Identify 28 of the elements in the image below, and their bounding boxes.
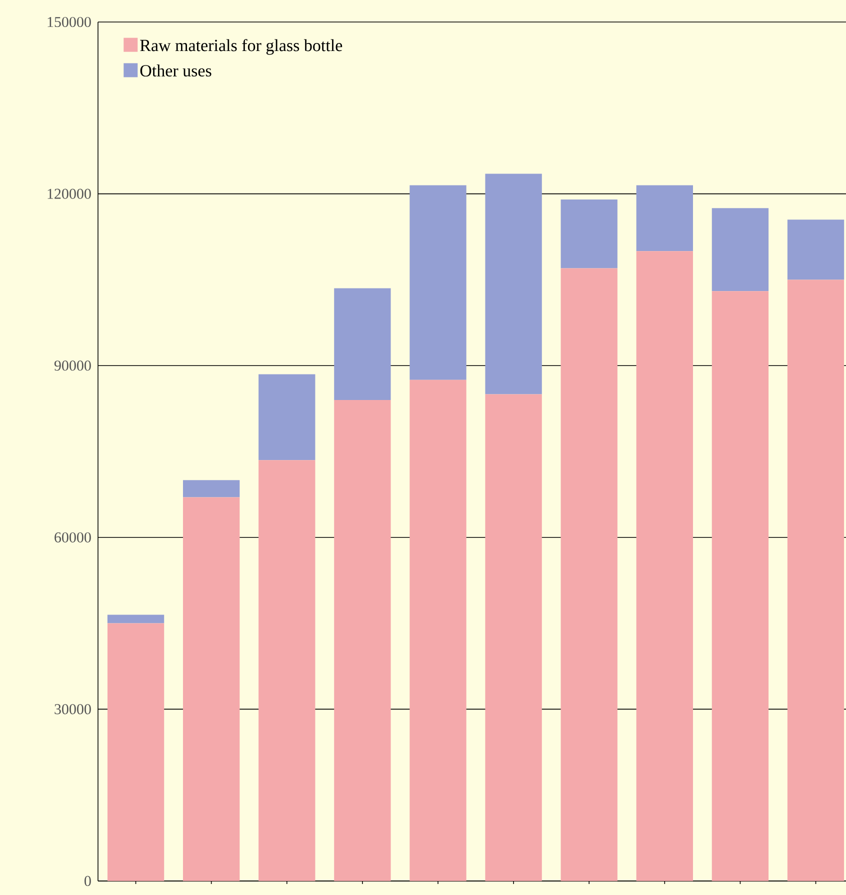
- y-tick-label: 30000: [54, 704, 91, 714]
- bar: [636, 185, 693, 252]
- bar: [107, 614, 164, 624]
- y-tick-label: 0: [84, 876, 91, 886]
- bar: [182, 480, 240, 498]
- bar: [410, 380, 466, 881]
- y-tick-label: 90000: [54, 360, 91, 371]
- bar: [258, 374, 316, 460]
- bar: [107, 623, 164, 881]
- y-tick-label: 60000: [54, 532, 91, 542]
- bar: [560, 268, 618, 881]
- legend-label: Other uses: [140, 64, 212, 77]
- bar: [334, 400, 391, 881]
- y-tick-label: 120000: [48, 188, 91, 199]
- legend-label: Raw materials for glass bottle: [140, 39, 342, 55]
- bar: [410, 185, 466, 380]
- bar: [712, 208, 769, 292]
- bar: [636, 251, 693, 881]
- bar: [560, 200, 618, 268]
- bar: [182, 497, 240, 881]
- bar: [334, 288, 391, 400]
- y-tick-label: 150000: [48, 16, 91, 28]
- bar: [787, 280, 844, 881]
- bar: [258, 460, 316, 881]
- bar: [485, 174, 542, 394]
- bar: [485, 394, 542, 881]
- bar: [787, 220, 844, 280]
- bar: [712, 291, 769, 881]
